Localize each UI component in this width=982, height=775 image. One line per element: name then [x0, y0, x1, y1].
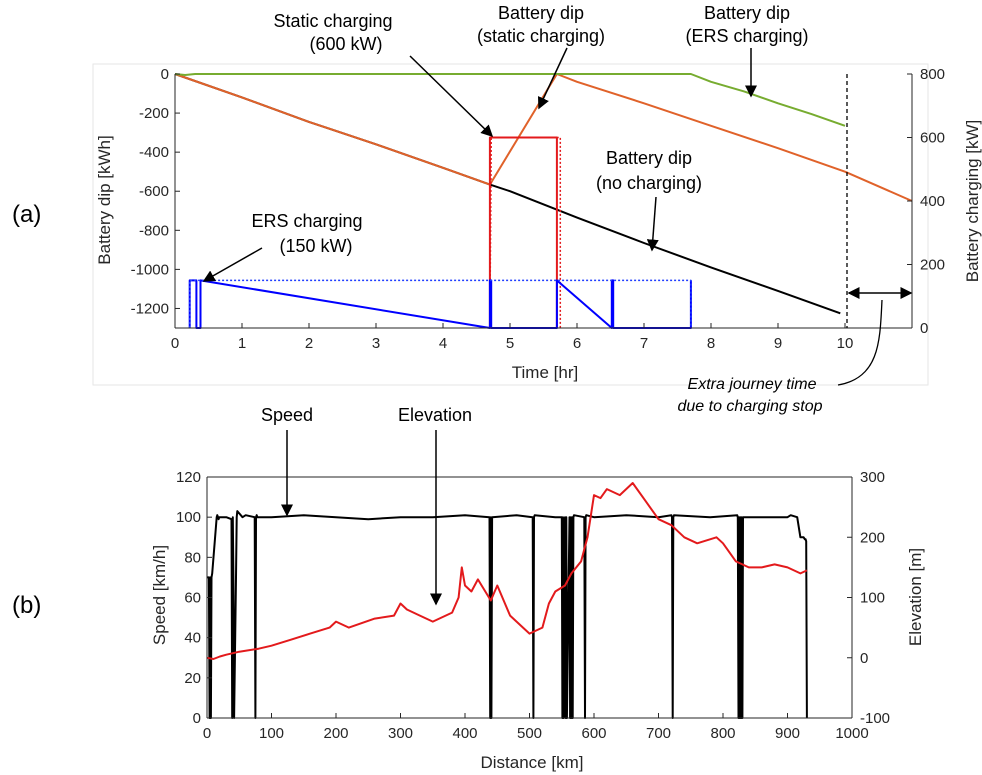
a-series-6 [188, 279, 692, 328]
b-xtick-label: 0 [203, 725, 211, 742]
a-xtick-label: 4 [439, 335, 447, 352]
b-ytick-left-label: 80 [184, 549, 201, 566]
a-ytick-left-label: -1200 [131, 300, 169, 317]
ann-dip-none-1: Battery dip [606, 148, 692, 168]
b-xlabel: Distance [km] [481, 753, 584, 772]
b-xtick-label: 500 [517, 725, 542, 742]
arrow-ers [202, 247, 263, 282]
ann-dip-ers-1: Battery dip [704, 3, 790, 23]
a-xtick-label: 0 [171, 335, 179, 352]
ann-extra-2: due to charging stop [678, 398, 823, 415]
b-ytick-right-label: 0 [860, 650, 868, 667]
b-ytick-right-label: 300 [860, 469, 885, 486]
a-series-4 [489, 136, 562, 329]
a-ytick-left-label: -600 [139, 183, 169, 200]
b-ytick-left-label: 100 [176, 509, 201, 526]
a-ytick-left-label: -800 [139, 222, 169, 239]
a-ytick-right-label: 0 [920, 320, 928, 337]
ann-dip-none-2: (no charging) [596, 173, 702, 193]
a-xtick-label: 8 [707, 335, 715, 352]
b-xtick-label: 700 [646, 725, 671, 742]
b-ylabel-left: Speed [km/h] [150, 545, 169, 645]
a-ylabel-right: Battery charging [kW] [963, 120, 982, 283]
a-xtick-label: 5 [506, 335, 514, 352]
b-xtick-label: 400 [452, 725, 477, 742]
b-ytick-right-label: 200 [860, 529, 885, 546]
b-xtick-label: 800 [710, 725, 735, 742]
a-ytick-right-label: 200 [920, 257, 945, 274]
panel-label-b: (b) [12, 592, 41, 619]
b-ytick-left-label: 60 [184, 590, 201, 607]
a-xtick-label: 3 [372, 335, 380, 352]
ann-elevation: Elevation [398, 405, 472, 425]
panel-label-a: (a) [12, 201, 41, 228]
b-xtick-label: 1000 [835, 725, 868, 742]
b-annotations: Speed Elevation [261, 405, 472, 606]
ann-dip-ers-2: (ERS charging) [685, 26, 808, 46]
chart-a: 0 1 2 3 4 5 6 7 8 9 10 0 -200 -400 -600 -800 -1000 -1200 0… [95, 3, 982, 415]
b-ytick-left-label: 40 [184, 630, 201, 647]
arrow-dip-static [538, 47, 568, 110]
b-xtick-label: 100 [259, 725, 284, 742]
ann-ers-2: (150 kW) [279, 236, 352, 256]
a-xtick-label: 6 [573, 335, 581, 352]
a-xtick-label: 2 [305, 335, 313, 352]
b-ytick-right-label: 100 [860, 590, 885, 607]
a-series-2 [174, 73, 846, 127]
b-series-1 [206, 482, 808, 660]
b-xtick-label: 300 [388, 725, 413, 742]
b-xtick-label: 900 [775, 725, 800, 742]
a-ytick-left-label: 0 [161, 66, 169, 83]
b-xtick-label: 200 [323, 725, 348, 742]
a-ytick-left-label: -200 [139, 105, 169, 122]
ann-speed: Speed [261, 405, 313, 425]
ann-ers-1: ERS charging [251, 211, 362, 231]
a-series-3 [488, 136, 558, 328]
b-ytick-left-label: 20 [184, 670, 201, 687]
chart-b: 0 100 200 300 400 500 600 700 800 900 100002040608… [150, 405, 925, 772]
b-ytick-left-label: 0 [193, 710, 201, 727]
ann-extra-1: Extra journey time [688, 376, 817, 393]
ann-static-charging-1: Static charging [273, 11, 392, 31]
a-xtick-label: 7 [640, 335, 648, 352]
b-ytick-left-label: 120 [176, 469, 201, 486]
b-xtick-label: 600 [581, 725, 606, 742]
arrow-static-charging [409, 55, 494, 138]
a-xtick-label: 9 [774, 335, 782, 352]
b-ytick-right-label: -100 [860, 710, 890, 727]
b-series-0 [207, 510, 808, 719]
a-ytick-left-label: -1000 [131, 261, 169, 278]
a-ytick-right-label: 800 [920, 66, 945, 83]
ann-static-charging-2: (600 kW) [309, 34, 382, 54]
arrow-dip-none [646, 196, 659, 252]
a-ytick-right-label: 400 [920, 193, 945, 210]
a-xtick-label: 1 [238, 335, 246, 352]
curve-extra-time [837, 299, 883, 386]
a-xtick-label: 10 [837, 335, 854, 352]
a-ytick-left-label: -400 [139, 144, 169, 161]
a-ylabel-left: Battery dip [kWh] [95, 135, 114, 264]
a-series-5 [188, 279, 692, 329]
b-ylabel-right: Elevation [m] [906, 548, 925, 646]
a-xlabel: Time [hr] [512, 363, 578, 382]
ann-dip-static-2: (static charging) [477, 26, 605, 46]
a-annotations: Static charging (600 kW) Battery dip (st… [202, 3, 913, 415]
ann-dip-static-1: Battery dip [498, 3, 584, 23]
a-ytick-right-label: 600 [920, 130, 945, 147]
